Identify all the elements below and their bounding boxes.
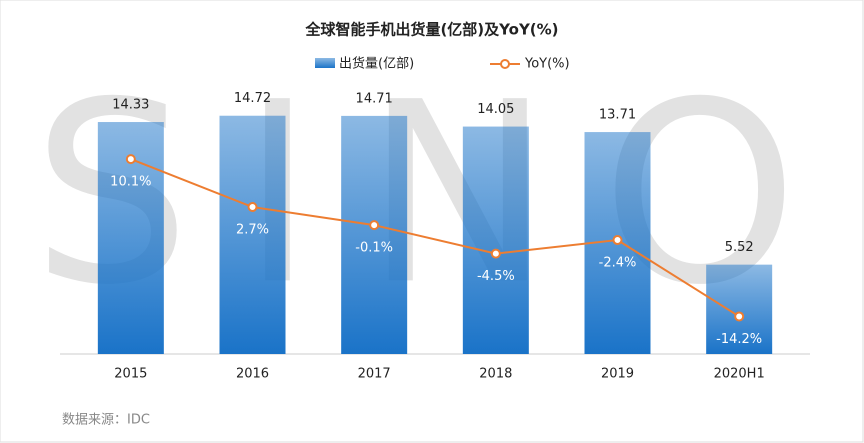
- x-tick-label: 2017: [358, 367, 391, 382]
- bar-value-label: 14.72: [234, 91, 271, 106]
- x-tick-label: 2019: [601, 367, 634, 382]
- x-tick-label: 2020H1: [714, 367, 765, 382]
- bar: [706, 264, 773, 354]
- line-value-label: 2.7%: [236, 223, 269, 238]
- line-marker: [125, 154, 136, 165]
- bar: [219, 115, 286, 354]
- legend-swatch: [315, 58, 335, 68]
- chart-title: 全球智能手机出货量(亿部)及YoY(%): [304, 21, 558, 39]
- line-value-label: -4.5%: [477, 269, 515, 284]
- x-tick-label: 2015: [114, 367, 147, 382]
- bar: [462, 126, 529, 354]
- line-value-label: 10.1%: [110, 175, 151, 190]
- bar-value-label: 13.71: [599, 108, 636, 123]
- x-tick-label: 2018: [479, 367, 512, 382]
- line-value-label: -2.4%: [599, 256, 637, 271]
- line-marker: [247, 202, 258, 213]
- bar-value-label: 14.05: [477, 102, 514, 117]
- line-value-label: -14.2%: [716, 332, 762, 347]
- source: 数据来源：IDC: [62, 413, 150, 428]
- legend-label: 出货量(亿部): [339, 56, 414, 72]
- line-value-label: -0.1%: [355, 241, 393, 256]
- line-marker: [490, 248, 501, 259]
- bar: [341, 115, 408, 355]
- line-marker: [369, 220, 380, 231]
- line-marker: [734, 311, 745, 322]
- legend-marker: [500, 59, 510, 69]
- bar-value-label: 14.33: [112, 98, 149, 113]
- bar-value-label: 14.71: [356, 91, 393, 106]
- bar-value-label: 5.52: [725, 240, 754, 255]
- line: [130, 158, 740, 318]
- x-tick-label: 2016: [236, 367, 269, 382]
- line-marker: [612, 235, 623, 246]
- legend-label: YoY(%): [524, 57, 570, 72]
